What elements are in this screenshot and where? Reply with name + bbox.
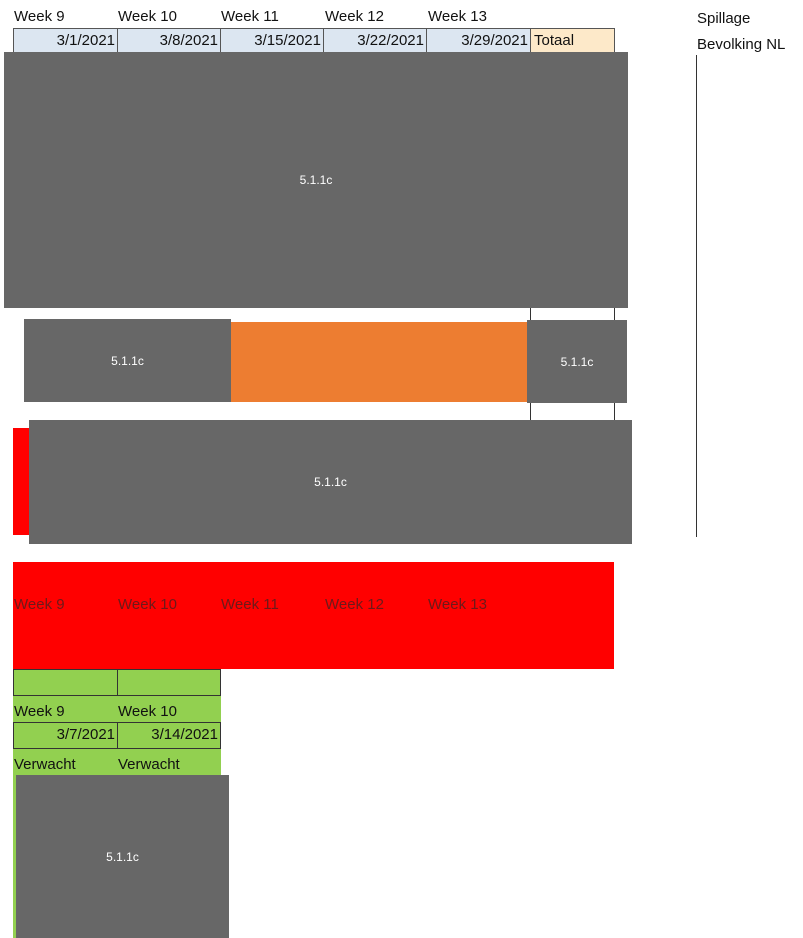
red-marker: [13, 428, 29, 535]
population-label: Bevolking NL: [697, 36, 786, 53]
green-cell: [13, 669, 118, 696]
expected-label-row: [13, 749, 221, 775]
orange-bar: [231, 322, 528, 402]
date-cell-3: 3/15/2021: [220, 28, 324, 53]
right-border-line: [696, 55, 697, 537]
redaction-block: 5.1.1c: [527, 320, 627, 403]
expected-label-2: Verwacht: [118, 756, 180, 773]
redaction-block: 5.1.1c: [16, 775, 229, 938]
redaction-block: 5.1.1c: [29, 420, 632, 544]
green-week-row: [13, 696, 221, 722]
week-label-13: Week 13: [428, 8, 487, 25]
green-edge: [13, 775, 16, 938]
expected-date-cell-1: 3/7/2021: [13, 722, 118, 749]
red-band: [13, 562, 614, 669]
redaction-block: 5.1.1c: [24, 319, 231, 402]
green-cell: [117, 669, 221, 696]
expected-label-1: Verwacht: [14, 756, 76, 773]
week-label-11: Week 11: [221, 8, 279, 25]
week-label-9: Week 9: [14, 8, 65, 25]
expected-date-cell-2: 3/14/2021: [117, 722, 221, 749]
red-week-label-10: Week 10: [118, 596, 177, 613]
spillage-label: Spillage: [697, 10, 751, 27]
red-week-label-12: Week 12: [325, 596, 384, 613]
week-label-12: Week 12: [325, 8, 384, 25]
red-week-label-13: Week 13: [428, 596, 487, 613]
date-cell-2: 3/8/2021: [117, 28, 221, 53]
green-week-label-10: Week 10: [118, 703, 177, 720]
date-cell-1: 3/1/2021: [13, 28, 118, 53]
week-label-10: Week 10: [118, 8, 177, 25]
total-header: Totaal: [530, 28, 615, 53]
red-week-label-9: Week 9: [14, 596, 65, 613]
date-cell-4: 3/22/2021: [323, 28, 427, 53]
red-week-label-11: Week 11: [221, 596, 279, 613]
redaction-block: 5.1.1c: [4, 52, 628, 308]
green-week-label-9: Week 9: [14, 703, 65, 720]
date-cell-5: 3/29/2021: [426, 28, 531, 53]
